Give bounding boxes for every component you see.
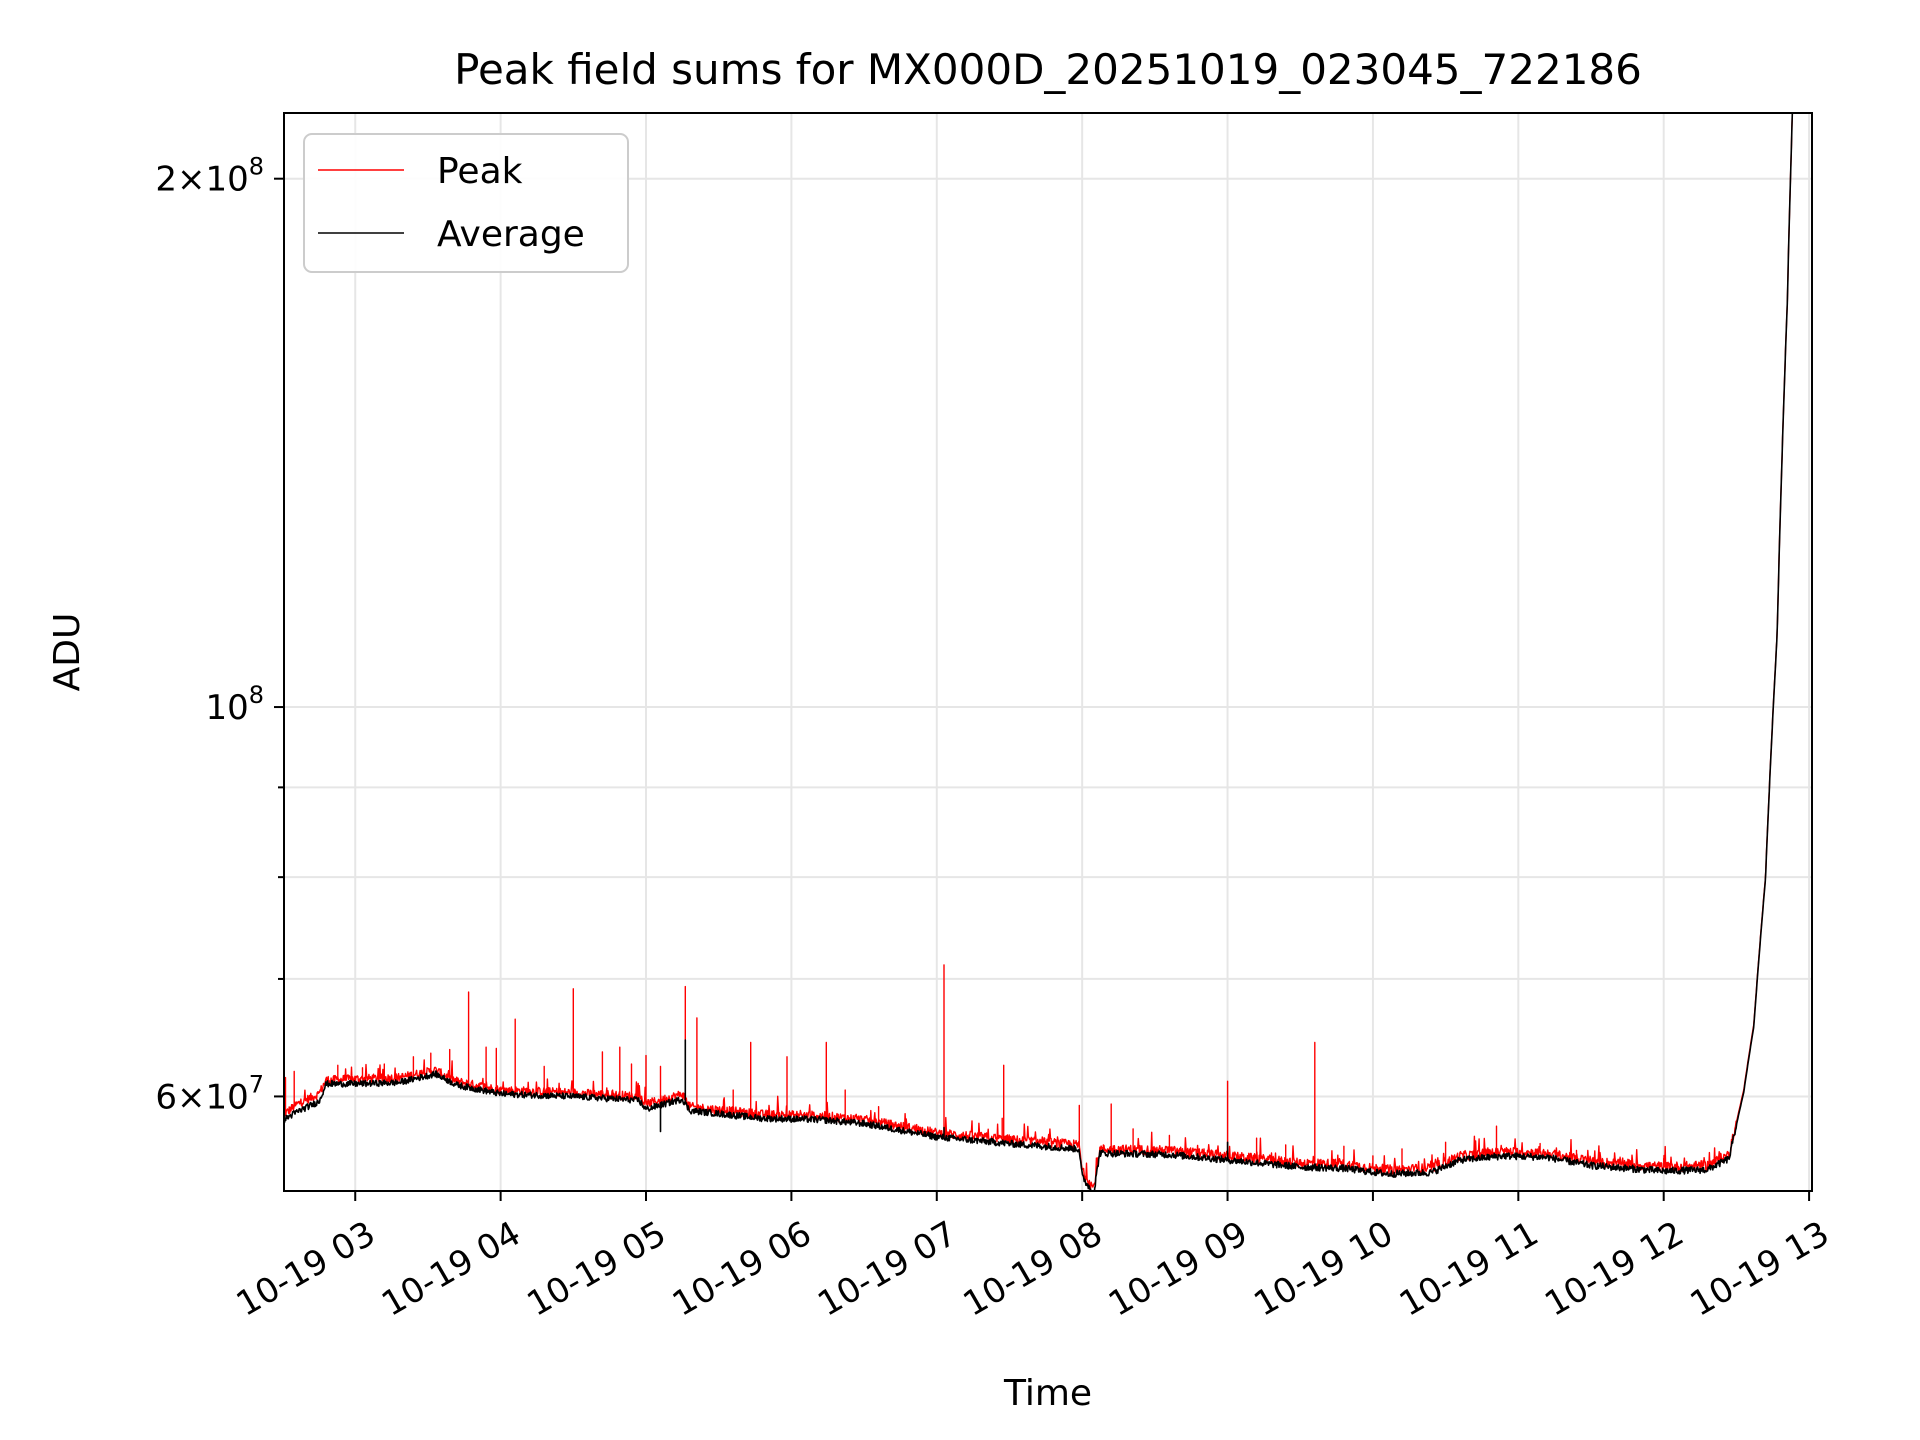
grid xyxy=(284,113,1812,1191)
series-layer xyxy=(284,113,1794,1191)
y-tick-times: ×10 xyxy=(177,160,249,200)
y-tick-label: 108 xyxy=(205,681,264,728)
y-tick-exponent: 8 xyxy=(249,153,264,181)
legend-average-label: Average xyxy=(437,214,585,255)
y-tick-base: 6 xyxy=(155,1077,177,1117)
y-tick-base: 10 xyxy=(205,688,248,728)
legend: Peak Average xyxy=(303,133,629,273)
chart-title: Peak field sums for MX000D_20251019_0230… xyxy=(454,45,1642,94)
axes-frame xyxy=(283,112,1813,1192)
plot-area xyxy=(284,113,1794,1191)
series-line-average xyxy=(284,113,1794,1191)
y-tick-label: 6×107 xyxy=(155,1070,264,1117)
legend-peak-label: Peak xyxy=(437,151,523,192)
y-axis-label: ADU xyxy=(47,613,88,692)
legend-box xyxy=(303,133,629,273)
y-tick-base: 2 xyxy=(155,160,177,200)
y-tick-times: ×10 xyxy=(177,1077,249,1117)
x-axis-label: Time xyxy=(1003,1373,1092,1414)
y-tick-exponent: 7 xyxy=(249,1070,264,1098)
y-tick-exponent: 8 xyxy=(249,681,264,709)
y-tick-label: 2×108 xyxy=(155,153,264,200)
